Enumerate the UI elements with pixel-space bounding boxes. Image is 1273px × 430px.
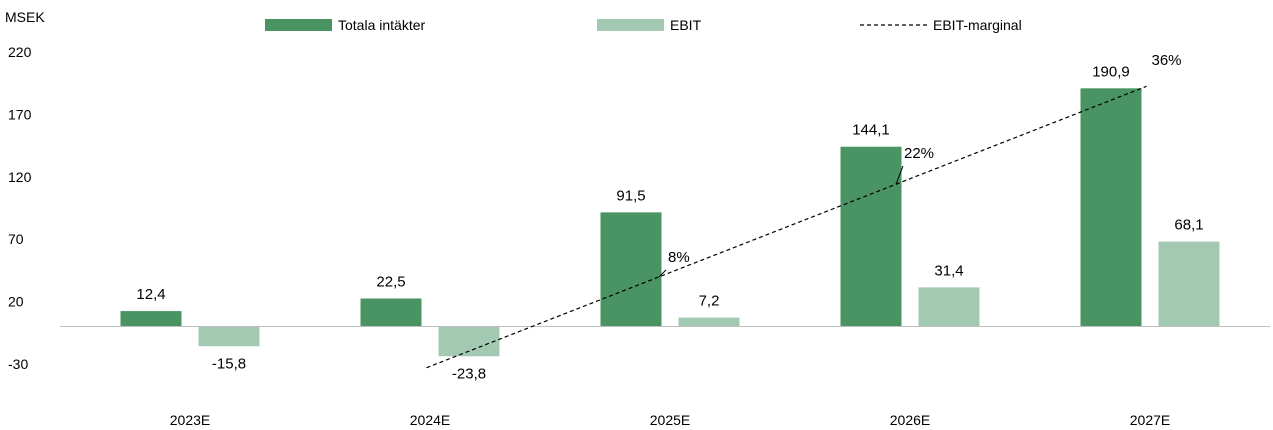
legend-label-ebit: EBIT	[670, 17, 702, 33]
revenue-bar-2026e	[840, 146, 902, 327]
ebit-value-label-2026e: 31,4	[934, 262, 963, 279]
legend-label-ebit-margin: EBIT-marginal	[933, 17, 1022, 33]
revenue-value-label-2027e: 190,9	[1092, 63, 1130, 80]
y-tick-label: 20	[8, 294, 24, 310]
x-tick-label: 2027E	[1130, 412, 1170, 428]
revenue-value-label-2025e: 91,5	[616, 187, 645, 204]
revenue-bar-2024e	[360, 298, 422, 327]
y-axis-tick-labels: 220 170 120 70 20 -30	[8, 44, 32, 372]
data-labels: 12,4 -15,8 22,5 -23,8 91,5 7,2 144,1 31,4 190,9 6…	[136, 63, 1203, 382]
x-axis-tick-labels: 2023E 2024E 2025E 2026E 2027E	[170, 412, 1170, 428]
revenue-bar-2025e	[600, 212, 662, 327]
y-tick-label: 70	[8, 231, 24, 247]
x-tick-label: 2024E	[410, 412, 450, 428]
y-axis-unit-label: MSEK	[5, 9, 45, 25]
ebit-margin-line: 8% 22% 36%	[426, 52, 1182, 369]
y-tick-label: 220	[8, 44, 32, 60]
ebit-bar-2023e	[198, 326, 260, 347]
ebit-value-label-2027e: 68,1	[1174, 217, 1203, 234]
revenue-value-label-2024e: 22,5	[376, 273, 405, 290]
ebit-margin-label: 8%	[668, 249, 690, 266]
ebit-margin-label: 22%	[904, 145, 934, 162]
revenue-value-label-2023e: 12,4	[136, 286, 165, 303]
margin-label-leader	[895, 165, 904, 185]
y-tick-label: 120	[8, 169, 32, 185]
ebit-margin-dashed-line	[426, 85, 1147, 369]
ebit-bar-2025e	[678, 317, 740, 327]
legend-label-revenue: Totala intäkter	[338, 17, 425, 33]
legend-swatch-revenue	[265, 19, 332, 31]
x-tick-label: 2026E	[890, 412, 930, 428]
x-tick-label: 2025E	[650, 412, 690, 428]
y-tick-label: -30	[8, 356, 28, 372]
margin-label-leader	[658, 269, 667, 278]
revenue-bar-2023e	[120, 311, 182, 327]
ebit-value-label-2023e: -15,8	[212, 355, 246, 372]
ebit-bar-2026e	[918, 287, 980, 327]
y-tick-label: 170	[8, 106, 32, 122]
revenue-value-label-2026e: 144,1	[852, 122, 890, 139]
ebit-value-label-2024e: -23,8	[452, 365, 486, 382]
ebit-bar-2027e	[1158, 241, 1220, 327]
ebit-margin-label: 36%	[1152, 52, 1182, 69]
revenue-bar-2027e	[1080, 88, 1142, 327]
legend-swatch-ebit	[597, 19, 664, 31]
ebit-value-label-2025e: 7,2	[699, 293, 720, 310]
legend: Totala intäkter EBIT EBIT-marginal	[265, 17, 1022, 33]
bars	[120, 88, 1220, 357]
x-tick-label: 2023E	[170, 412, 210, 428]
ebit-bar-2024e	[438, 326, 500, 357]
